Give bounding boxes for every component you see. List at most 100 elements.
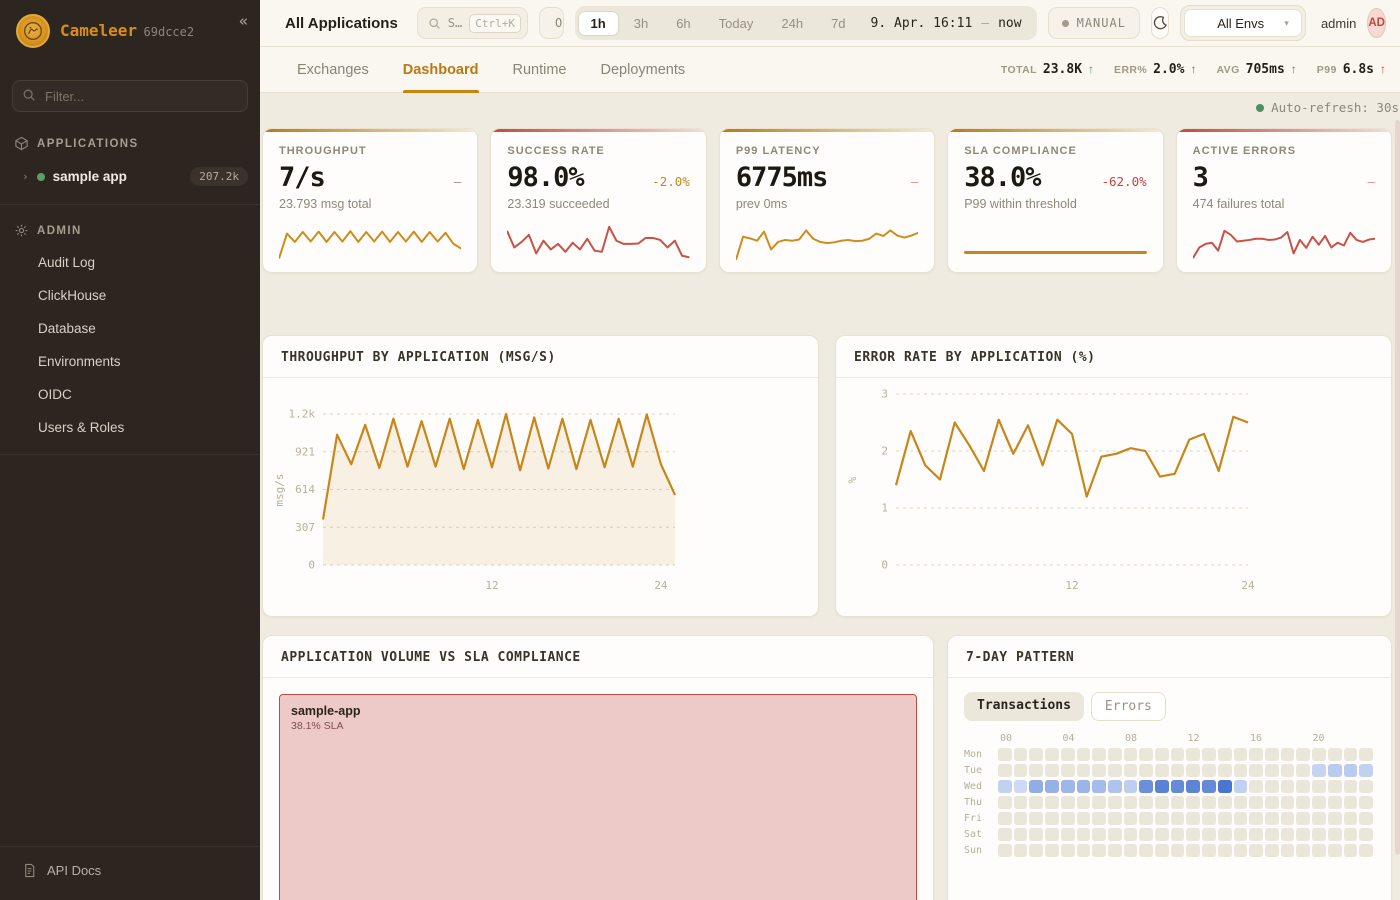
sidebar-item-api-docs[interactable]: API Docs [0, 846, 260, 900]
heatmap-cell [1359, 747, 1373, 761]
heatmap-cell [1233, 779, 1248, 793]
tab-bar: Exchanges Dashboard Runtime Deployments … [260, 47, 1400, 93]
pattern-toggle-group: Transactions Errors [964, 692, 1375, 721]
sidebar-item-oidc[interactable]: OIDC [38, 387, 72, 402]
filter-input[interactable] [12, 80, 248, 112]
heatmap-cell [1139, 763, 1154, 777]
heatmap-cell [1155, 843, 1169, 857]
time-range-1h[interactable]: 1h [577, 10, 619, 36]
global-search-input[interactable]: S… Ctrl+K [416, 7, 528, 39]
search-shortcut-kbd: Ctrl+K [469, 13, 521, 33]
heatmap-cell [1280, 779, 1295, 793]
time-range-3h[interactable]: 3h [633, 15, 649, 31]
time-range-7d[interactable]: 7d [831, 15, 846, 31]
volume-vs-sla-card: APPLICATION VOLUME VS SLA COMPLIANCE sam… [262, 635, 934, 900]
heatmap-cell [1060, 763, 1075, 777]
heatmap-cell [1217, 779, 1232, 793]
stat-p99: P99 6.8s ↑ [1317, 62, 1386, 77]
heatmap-cell [1076, 763, 1091, 777]
heatmap-day-label: Fri [964, 812, 983, 824]
search-placeholder: S… [447, 16, 463, 30]
heatmap-cell [1076, 747, 1091, 761]
vertical-scrollbar[interactable] [1395, 120, 1400, 855]
environment-select[interactable]: All Envs ▾ [1179, 5, 1306, 41]
time-range-today[interactable]: Today [718, 15, 754, 31]
heatmap-cell [1092, 763, 1106, 777]
heatmap-cell [1327, 747, 1342, 761]
tab-deployments[interactable]: Deployments [600, 61, 686, 78]
applications-label: APPLICATIONS [37, 137, 139, 150]
heatmap-cell [1186, 795, 1201, 809]
sidebar-item-environments[interactable]: Environments [38, 354, 121, 369]
kpi-label: SLA COMPLIANCE [964, 145, 1077, 157]
stat-p99-value: 6.8s [1342, 62, 1374, 77]
expand-chevron-icon[interactable]: › [22, 170, 29, 183]
time-range-6h[interactable]: 6h [676, 15, 691, 31]
heatmap-cell [998, 763, 1012, 777]
heatmap-cell [1060, 827, 1075, 841]
sidebar-collapse-button[interactable]: « [238, 12, 248, 30]
heatmap-day-label: Tue [964, 764, 983, 776]
sidebar-item-database[interactable]: Database [38, 321, 96, 336]
heatmap-day-label: Sun [964, 844, 983, 856]
heatmap-cell [1186, 827, 1201, 841]
heatmap-cell [1217, 747, 1232, 761]
heatmap-cell [998, 747, 1012, 761]
main-area: All Applications S… Ctrl+K O 1h 3h 6h To… [260, 0, 1400, 900]
kpi-delta: -2.0% [652, 174, 690, 189]
dark-mode-toggle[interactable] [1150, 7, 1169, 39]
date-range-display[interactable]: 9. Apr. 16:11 – now [861, 16, 1034, 31]
kpi-row: THROUGHPUT 7/s – 23.793 msg total SUCCES… [262, 128, 1393, 273]
sidebar-item-clickhouse[interactable]: ClickHouse [38, 288, 107, 303]
heatmap-cell [1343, 811, 1358, 825]
heatmap-cell [1233, 763, 1248, 777]
heatmap-cell [998, 795, 1012, 809]
manual-refresh-button[interactable]: MANUAL [1047, 7, 1140, 39]
logo-text: Cameleer 69dcce2 [60, 21, 194, 41]
heatmap-cell [1013, 843, 1028, 857]
toggle-transactions[interactable]: Transactions [964, 692, 1084, 721]
heatmap-cell [1060, 747, 1075, 761]
time-range-24h[interactable]: 24h [781, 15, 804, 31]
toggle-errors[interactable]: Errors [1090, 692, 1166, 721]
user-avatar[interactable]: AD [1367, 8, 1386, 38]
seven-day-pattern-card: 7-DAY PATTERN Transactions Errors 00 04 … [947, 635, 1392, 900]
svg-text:1.2k: 1.2k [289, 408, 316, 421]
treemap-cell-sample-app[interactable]: sample-app 38.1% SLA [279, 694, 917, 900]
svg-text:614: 614 [295, 483, 315, 496]
heatmap-cell [1249, 843, 1263, 857]
heatmap-cell [1327, 763, 1342, 777]
online-status-pill[interactable]: O [539, 7, 564, 39]
document-icon [25, 863, 35, 878]
tab-runtime[interactable]: Runtime [512, 61, 567, 78]
heatmap-cell [1249, 763, 1263, 777]
sla-progress-bar [964, 251, 1147, 254]
sidebar-item-sample-app[interactable]: › sample app 207.2k [0, 159, 260, 194]
sidebar-item-users-roles[interactable]: Users & Roles [38, 420, 125, 435]
auto-refresh-label: Auto-refresh: 30s [1271, 100, 1399, 115]
sparkline-chart [1193, 218, 1375, 262]
logo-row: Cameleer 69dcce2 « [0, 0, 260, 58]
heatmap-cell [1170, 795, 1185, 809]
heatmap-cell [1076, 795, 1091, 809]
kpi-value: 38.0% [964, 162, 1041, 193]
tab-exchanges[interactable]: Exchanges [297, 61, 369, 78]
heatmap-cell [1312, 779, 1326, 793]
heatmap-cell [1013, 747, 1028, 761]
heatmap-cell [1107, 747, 1122, 761]
heatmap-row-fri: Fri [964, 810, 1375, 826]
heatmap-cell [1155, 827, 1169, 841]
trend-up-icon: ↑ [1190, 62, 1197, 76]
stat-avg-value: 705ms [1245, 62, 1285, 77]
heatmap-cell [1280, 843, 1295, 857]
sidebar-item-audit-log[interactable]: Audit Log [38, 255, 96, 270]
tab-dashboard[interactable]: Dashboard [402, 47, 479, 93]
heatmap-cell [1155, 763, 1169, 777]
heatmap-cell [1045, 827, 1059, 841]
heatmap-cell [1202, 747, 1216, 761]
error-rate-chart-card: ERROR RATE BY APPLICATION (%) 0 1 2 3 12 24% [835, 335, 1392, 617]
heatmap-cell [1186, 747, 1201, 761]
heatmap-cell [1312, 747, 1326, 761]
heatmap-cell [1029, 763, 1044, 777]
chart-title: APPLICATION VOLUME VS SLA COMPLIANCE [263, 636, 933, 678]
